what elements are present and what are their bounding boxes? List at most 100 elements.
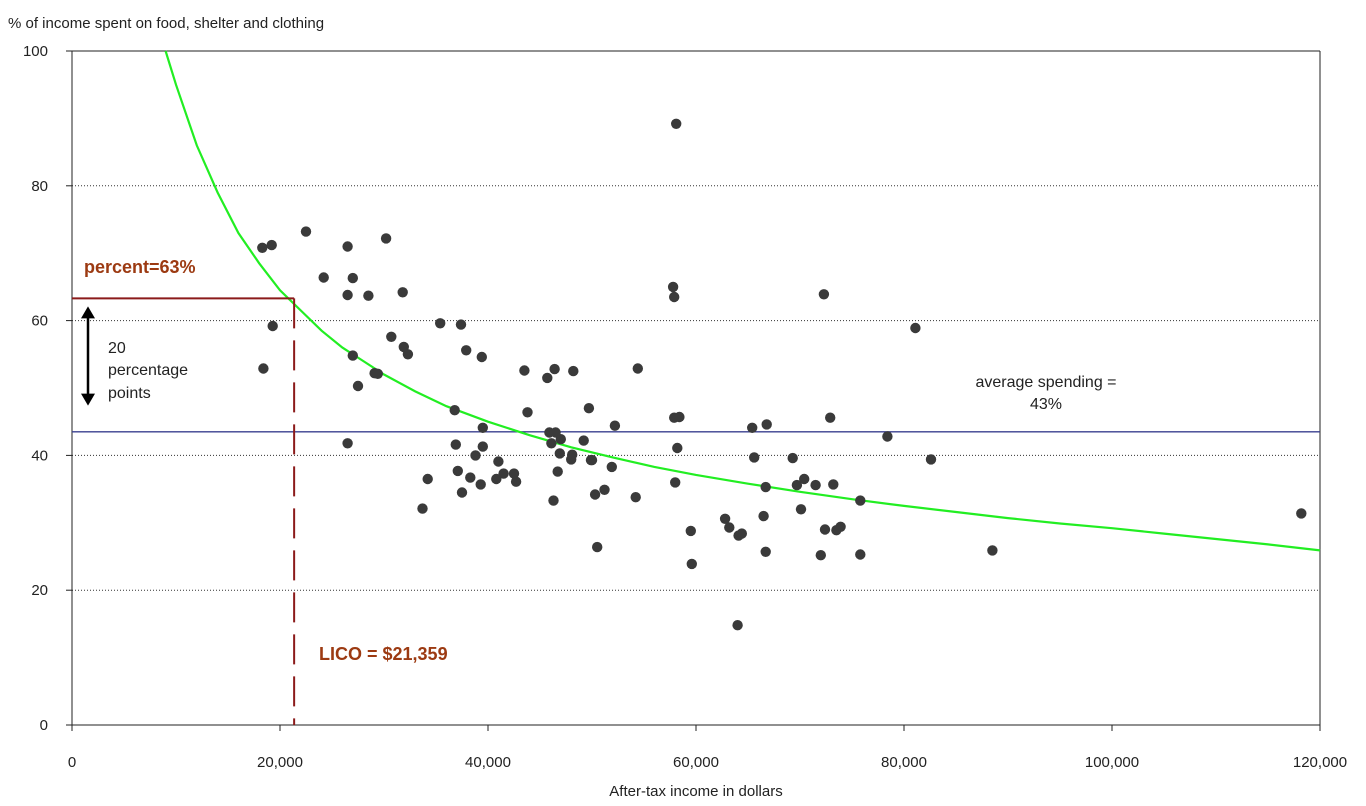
data-point <box>567 449 578 460</box>
y-axis-title: % of income spent on food, shelter and c… <box>8 15 324 32</box>
x-tick-label: 80,000 <box>881 754 927 771</box>
data-point <box>632 363 643 374</box>
data-point <box>417 503 428 514</box>
data-point <box>450 439 461 450</box>
data-point <box>819 524 831 535</box>
y-tick-label: 20 <box>31 582 48 599</box>
axes <box>71 50 1321 726</box>
y-tick-labels: 0 20 40 60 80 100 <box>23 43 72 734</box>
y-tick-label: 0 <box>40 717 48 734</box>
data-point <box>342 289 353 301</box>
data-point <box>258 363 269 374</box>
data-point <box>522 407 533 418</box>
fitted-curve <box>164 50 1321 552</box>
x-tick-labels: 0 20,000 40,000 60,000 80,000 100,000 120,000 <box>68 725 1347 771</box>
data-point <box>549 363 560 375</box>
data-point <box>380 233 392 244</box>
data-point <box>815 550 826 561</box>
data-point <box>266 239 277 251</box>
y-tick-label: 80 <box>31 178 48 195</box>
data-point <box>461 345 472 356</box>
data-point <box>548 495 559 506</box>
data-point <box>925 454 937 465</box>
data-point <box>667 281 679 293</box>
data-point <box>791 479 803 491</box>
percent-label: percent=63% <box>84 257 196 277</box>
data-point <box>761 419 772 430</box>
data-point <box>568 365 579 377</box>
data-point <box>546 438 557 449</box>
data-point <box>799 473 810 485</box>
data-point <box>685 525 696 537</box>
data-point <box>825 412 836 423</box>
data-point <box>987 545 998 556</box>
data-point <box>300 226 312 237</box>
data-point <box>491 473 502 485</box>
data-point <box>465 472 476 483</box>
data-point <box>257 242 268 253</box>
data-point <box>372 368 383 379</box>
y-tick-label: 40 <box>31 447 48 464</box>
x-tick-label: 100,000 <box>1085 754 1139 771</box>
data-point <box>828 479 839 490</box>
gap-arrow-head-down <box>81 393 95 406</box>
data-point <box>719 513 731 524</box>
data-point <box>267 320 278 332</box>
data-point <box>910 322 921 334</box>
data-point <box>422 473 433 485</box>
data-point <box>475 479 486 490</box>
gridlines <box>72 50 1320 591</box>
data-point <box>586 454 598 466</box>
data-point <box>855 549 866 560</box>
data-point <box>760 481 771 493</box>
data-point <box>670 477 681 488</box>
data-point <box>386 331 397 342</box>
data-point <box>555 434 566 445</box>
x-tick-label: 0 <box>68 754 76 771</box>
data-point <box>736 528 747 539</box>
data-point <box>342 241 353 252</box>
data-point <box>452 465 463 477</box>
data-point <box>318 272 329 283</box>
data-point <box>609 420 621 431</box>
data-point <box>476 351 487 363</box>
x-tick-label: 60,000 <box>673 754 719 771</box>
gap-label-line3: points <box>108 385 151 402</box>
data-point <box>671 118 682 129</box>
data-point <box>795 504 807 515</box>
data-point <box>724 522 735 533</box>
data-point <box>592 541 603 553</box>
data-point <box>519 365 530 376</box>
data-point <box>818 289 830 300</box>
x-axis-title: After-tax income in dollars <box>609 783 782 800</box>
y-tick-label: 60 <box>31 313 48 330</box>
data-points <box>257 118 1307 631</box>
gap-label-line2: percentage <box>108 362 188 379</box>
data-point <box>554 448 565 459</box>
data-point <box>589 489 601 500</box>
gap-arrow-head-up <box>81 306 95 319</box>
data-point <box>477 441 488 452</box>
data-point <box>498 468 509 479</box>
data-point <box>578 435 589 446</box>
data-point <box>747 422 758 433</box>
data-point <box>347 272 358 284</box>
data-point <box>456 487 468 498</box>
data-point <box>449 405 460 416</box>
data-point <box>1296 508 1307 519</box>
data-point <box>542 372 553 384</box>
data-point <box>342 438 353 449</box>
data-point <box>508 468 520 479</box>
data-point <box>606 461 617 473</box>
data-point <box>882 431 893 442</box>
data-point <box>347 350 358 361</box>
data-point <box>435 318 446 329</box>
average-label-line2: 43% <box>1030 396 1062 413</box>
data-point <box>583 403 595 414</box>
x-tick-label: 120,000 <box>1293 754 1347 771</box>
data-point <box>787 452 798 464</box>
data-point <box>672 442 683 454</box>
lico-label: LICO = $21,359 <box>319 644 448 664</box>
data-point <box>477 422 488 433</box>
